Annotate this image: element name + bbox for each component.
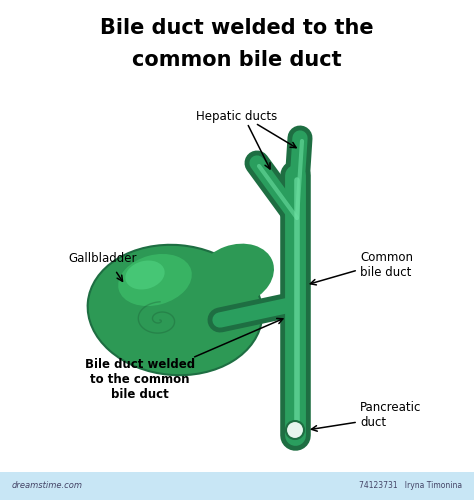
Text: dreamstime.com: dreamstime.com [12, 482, 83, 490]
Ellipse shape [125, 260, 164, 290]
Text: Bile duct welded
to the common
bile duct: Bile duct welded to the common bile duct [85, 358, 195, 401]
Ellipse shape [88, 245, 262, 375]
Text: 74123731   Iryna Timonina: 74123731 Iryna Timonina [359, 482, 462, 490]
Ellipse shape [196, 244, 274, 306]
Text: common bile duct: common bile duct [132, 50, 342, 70]
Text: Pancreatic
duct: Pancreatic duct [360, 401, 421, 429]
Text: Bile duct welded to the: Bile duct welded to the [100, 18, 374, 38]
Text: Gallbladder: Gallbladder [68, 252, 137, 264]
Text: Common
bile duct: Common bile duct [360, 251, 413, 279]
Circle shape [286, 421, 304, 439]
Bar [0, 472, 474, 500]
Ellipse shape [118, 254, 192, 306]
Text: Hepatic ducts: Hepatic ducts [196, 110, 278, 123]
